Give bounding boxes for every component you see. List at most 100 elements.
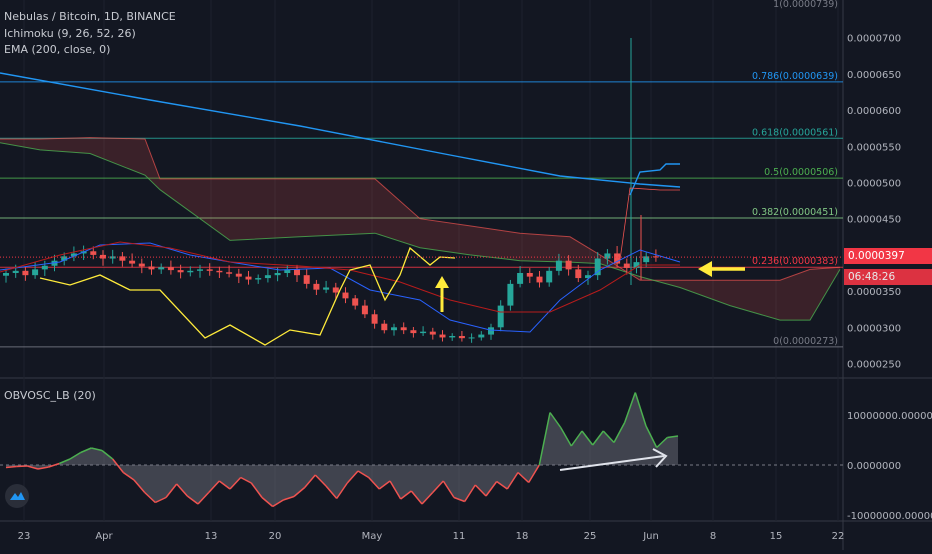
osc-segment [154, 496, 167, 504]
candle-body [352, 298, 359, 306]
y-tick-label: 0.0000550 [847, 142, 901, 153]
osc-segment [496, 480, 508, 490]
y-tick-label: 0.0000650 [847, 70, 901, 81]
candle-body [22, 270, 29, 276]
y-tick-label: 0.0000350 [847, 287, 901, 298]
candle-body [604, 253, 611, 259]
x-tick-label: 18 [516, 531, 529, 542]
osc-segment [208, 480, 220, 494]
candle-body [342, 292, 349, 299]
osc-segment [421, 491, 434, 505]
yellow-left-arrow-head [698, 261, 712, 277]
candle-body [555, 260, 562, 271]
candle-body [148, 266, 155, 270]
span-a-line [0, 142, 841, 321]
candle-body [371, 314, 378, 324]
osc-segment [602, 430, 615, 444]
y-axis-osc: 10000000.0000000 0.0000000 -10000000.00000… [847, 411, 932, 522]
candle-body [488, 327, 494, 335]
osc-segment [368, 476, 380, 490]
tradingview-logo-icon[interactable] [5, 484, 29, 508]
osc-segment [261, 496, 274, 508]
candle-body [264, 275, 271, 279]
osc-segment [506, 472, 519, 490]
osc-segment [5, 465, 17, 469]
candle-body [138, 263, 145, 267]
extra-line [619, 187, 680, 261]
candle-body [245, 276, 252, 280]
candle-body [197, 269, 203, 271]
fib-label: 0(0.0000273) [773, 336, 838, 347]
osc-segment [101, 449, 114, 460]
candle-body [546, 270, 553, 283]
candle-body [12, 270, 19, 273]
osc-segment [229, 476, 242, 490]
ema-extension [629, 163, 680, 196]
osc-segment [293, 486, 306, 498]
candle-body [129, 260, 136, 264]
osc-segment [453, 496, 465, 503]
osc-segment [592, 430, 604, 446]
candle-body [294, 269, 300, 276]
osc-segment [197, 491, 210, 505]
osc-segment [27, 465, 39, 470]
osc-segment [325, 485, 338, 499]
osc-segment [378, 480, 391, 490]
x-tick-label: May [362, 531, 383, 542]
osc-tick-label: 0.0000000 [847, 461, 901, 472]
x-tick-label: 22 [832, 531, 845, 542]
osc-segment [656, 436, 668, 449]
osc-segment [613, 422, 626, 443]
osc-segment [272, 499, 284, 508]
candle-body [158, 267, 165, 270]
candle-body [575, 269, 582, 279]
osc-segment [346, 470, 359, 484]
osc-segment [314, 474, 327, 487]
x-tick-label: 11 [453, 531, 466, 542]
candle-body [458, 336, 465, 339]
candle-body [61, 256, 68, 261]
osc-segment [59, 458, 71, 465]
candle-body [41, 265, 48, 270]
candle-body [381, 323, 388, 331]
cloud-fill [0, 137, 840, 321]
candle-body [303, 275, 310, 284]
candle-body [400, 327, 407, 331]
osc-segment [528, 464, 540, 483]
osc-segment [250, 482, 263, 498]
candle-body [313, 283, 320, 290]
osc-trend-arrow [559, 455, 665, 471]
osc-area [5, 392, 679, 508]
osc-segment [560, 427, 572, 447]
legend-ema: EMA (200, close, 0) [4, 43, 111, 56]
osc-segment [16, 465, 28, 468]
osc-segment [69, 451, 82, 460]
candle-body [507, 283, 514, 306]
osc-segment [645, 425, 658, 448]
span-b-line [0, 137, 841, 281]
candle-body [468, 337, 475, 339]
legend-symbol: Nebulas / Bitcoin, 1D, BINANCE [4, 10, 176, 23]
x-tick-label: 13 [205, 531, 218, 542]
x-tick-label: 8 [710, 531, 716, 542]
candle-body [594, 258, 601, 276]
candle-body [439, 334, 446, 338]
fib-label: 0.236(0.0000383) [752, 256, 838, 267]
y-tick-label: 0.0000600 [847, 106, 901, 117]
candle-body [255, 278, 262, 280]
yellow-up-arrow-head [435, 276, 449, 288]
x-tick-label: 25 [584, 531, 597, 542]
y-tick-label: 0.0000500 [847, 178, 901, 189]
y-tick-label: 0.0000700 [847, 34, 901, 45]
candle-body [70, 253, 77, 257]
osc-segment [80, 447, 92, 454]
candle-body [652, 256, 659, 258]
osc-segment [389, 480, 402, 500]
osc-segment [485, 481, 498, 497]
osc-segment [432, 480, 444, 494]
ichimoku-cloud [0, 137, 841, 321]
osc-tick-label: -10000000.0000000 [847, 511, 932, 522]
x-axis: 23 Apr 13 20 May 11 18 25 Jun 8 15 22 [18, 0, 845, 542]
